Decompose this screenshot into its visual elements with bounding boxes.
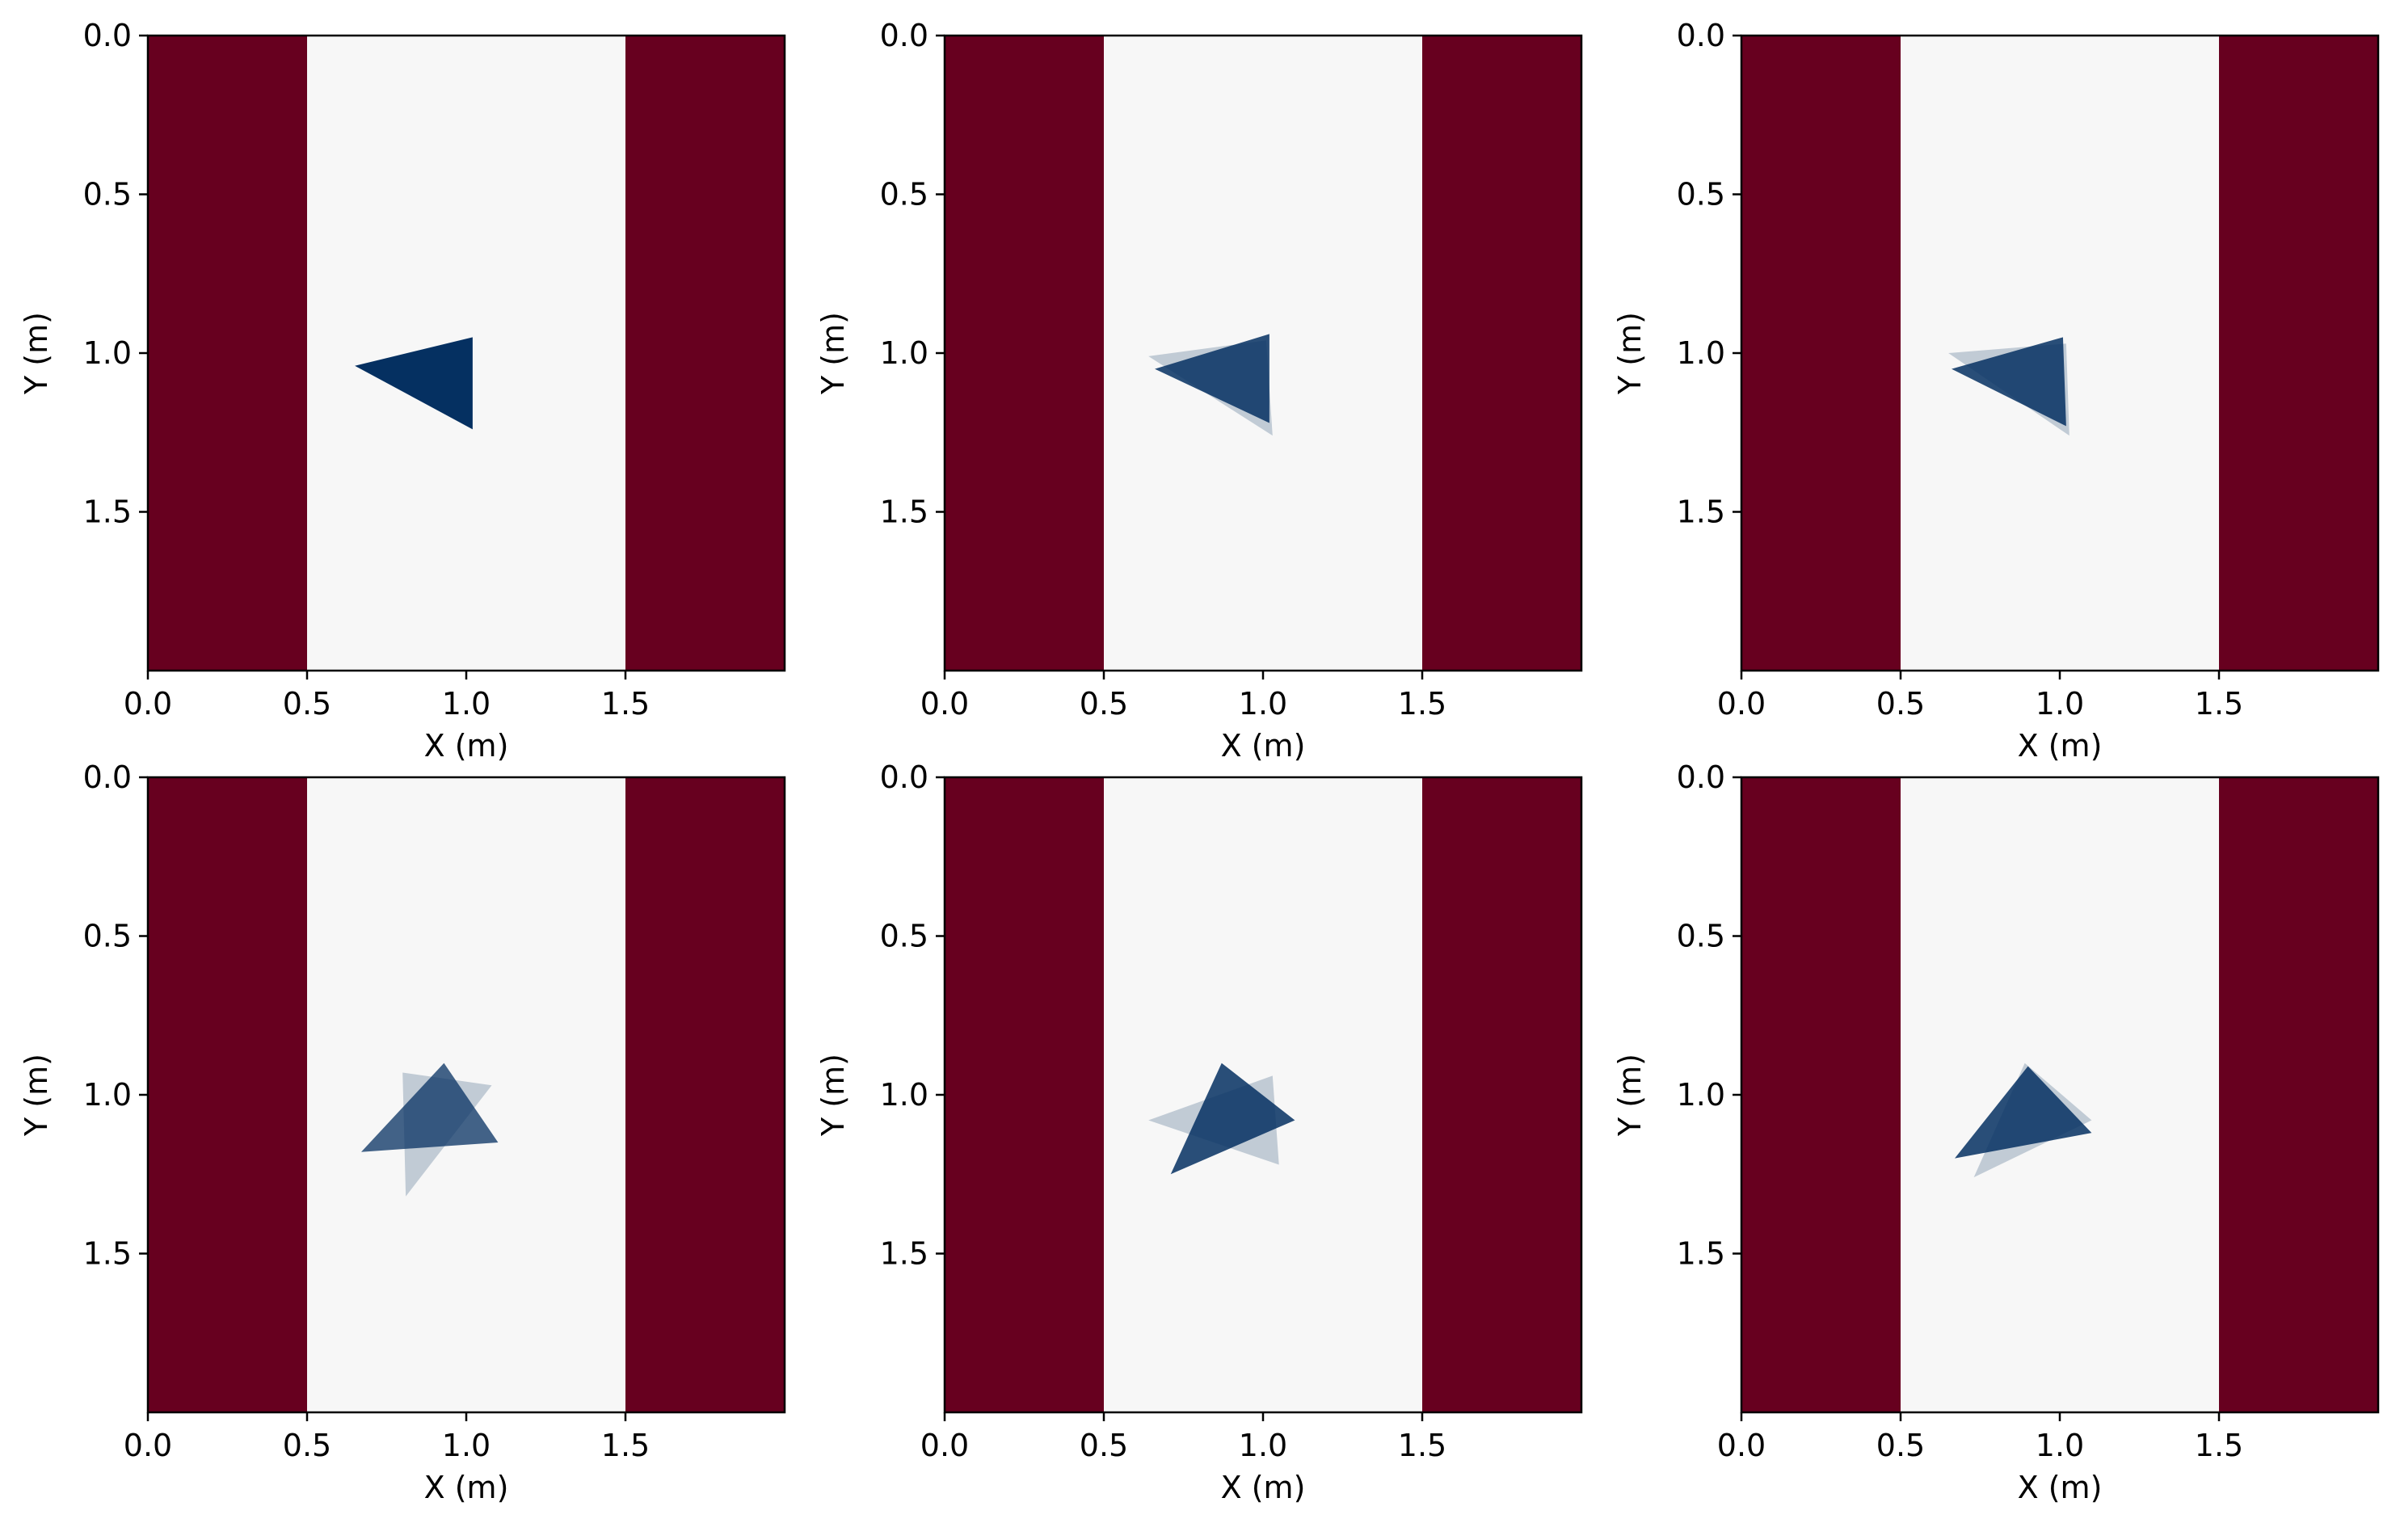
y-tick-label: 0.5 [880, 919, 928, 954]
region-floor [1104, 777, 1422, 1412]
x-axis-label: X (m) [2018, 1470, 2103, 1505]
y-tick-label: 0.0 [880, 759, 928, 795]
subplot-2: 0.0 0.5 1.0 1.5 0.0 0.5 1.0 1.5 X (m) Y (m) [815, 18, 1583, 764]
x-axis-label: X (m) [424, 1470, 509, 1505]
y-tick-label: 1.5 [880, 494, 928, 530]
y-tick-label: 1.0 [880, 335, 928, 371]
x-tick-label: 0.0 [920, 686, 969, 722]
region-wall [2219, 36, 2378, 671]
region-floor [307, 777, 625, 1412]
x-tick-label: 1.0 [1239, 686, 1287, 722]
x-tick-label: 0.5 [1080, 686, 1128, 722]
plot-area [148, 36, 785, 671]
x-axis-label: X (m) [1221, 1470, 1306, 1505]
plot-area [148, 777, 785, 1412]
y-tick-label: 1.0 [83, 1077, 132, 1113]
region-wall [625, 36, 785, 671]
plot-area [945, 777, 1581, 1412]
object-shape-1 [355, 337, 473, 430]
x-tick-label: 1.5 [601, 1428, 650, 1463]
y-tick-label: 0.0 [83, 18, 132, 53]
y-tick-label: 1.0 [880, 1077, 928, 1113]
x-axis-label: X (m) [1221, 728, 1306, 764]
y-tick-label: 0.0 [1677, 759, 1725, 795]
object-shape-2 [1954, 1066, 2092, 1159]
region-wall [1422, 36, 1581, 671]
object-shape-2 [1952, 337, 2066, 427]
plot-area [1741, 36, 2378, 671]
x-tick-label: 1.0 [2036, 1428, 2084, 1463]
y-tick-label: 1.0 [1677, 1077, 1725, 1113]
y-tick-label: 0.0 [1677, 18, 1725, 53]
region-wall [945, 36, 1104, 671]
y-axis-label: Y (m) [19, 312, 54, 395]
y-tick-label: 0.5 [83, 919, 132, 954]
y-axis-label: Y (m) [815, 1054, 851, 1137]
y-axis-label: Y (m) [815, 312, 851, 395]
x-tick-label: 0.0 [124, 1428, 172, 1463]
y-tick-label: 0.5 [83, 177, 132, 212]
x-tick-label: 1.0 [2036, 686, 2084, 722]
y-tick-label: 0.0 [880, 18, 928, 53]
y-axis-label: Y (m) [19, 1054, 54, 1137]
x-tick-label: 1.0 [442, 686, 491, 722]
y-tick-label: 1.5 [1677, 494, 1725, 530]
y-tick-label: 1.5 [880, 1236, 928, 1272]
x-axis-label: X (m) [424, 728, 509, 764]
region-wall [625, 777, 785, 1412]
x-axis-label: X (m) [2018, 728, 2103, 764]
y-tick-label: 0.0 [83, 759, 132, 795]
object-shape-2 [360, 1062, 499, 1152]
x-tick-label: 1.5 [2195, 1428, 2243, 1463]
plot-area [1741, 777, 2378, 1412]
x-tick-label: 1.5 [601, 686, 650, 722]
subplot-1: 0.0 0.5 1.0 1.5 0.0 0.5 1.0 1.5 X (m) Y (m) [19, 18, 786, 764]
y-tick-label: 1.0 [83, 335, 132, 371]
region-wall [945, 777, 1104, 1412]
region-wall [148, 36, 307, 671]
x-tick-label: 0.5 [1876, 686, 1925, 722]
y-axis-label: Y (m) [1612, 312, 1648, 395]
plot-area [945, 36, 1581, 671]
x-tick-label: 1.0 [442, 1428, 491, 1463]
region-wall [1422, 777, 1581, 1412]
y-tick-label: 0.5 [1677, 177, 1725, 212]
x-tick-label: 0.0 [1717, 1428, 1766, 1463]
region-wall [148, 777, 307, 1412]
subplot-6: 0.0 0.5 1.0 1.5 0.0 0.5 1.0 1.5 X (m) Y (m) [1612, 759, 2380, 1505]
region-wall [2219, 777, 2378, 1412]
x-tick-label: 1.0 [1239, 1428, 1287, 1463]
y-tick-label: 1.0 [1677, 335, 1725, 371]
y-tick-label: 1.5 [83, 1236, 132, 1272]
y-tick-label: 1.5 [83, 494, 132, 530]
x-tick-label: 1.5 [1398, 1428, 1446, 1463]
subplot-5: 0.0 0.5 1.0 1.5 0.0 0.5 1.0 1.5 X (m) Y (m) [815, 759, 1583, 1505]
region-wall [1741, 777, 1901, 1412]
object-shape-2 [1170, 1062, 1295, 1175]
x-tick-label: 0.5 [283, 1428, 331, 1463]
y-tick-label: 0.5 [1677, 919, 1725, 954]
y-tick-label: 0.5 [880, 177, 928, 212]
y-tick-label: 1.5 [1677, 1236, 1725, 1272]
region-wall [1741, 36, 1901, 671]
subplot-3: 0.0 0.5 1.0 1.5 0.0 0.5 1.0 1.5 X (m) Y (m) [1612, 18, 2380, 764]
x-tick-label: 0.5 [1876, 1428, 1925, 1463]
x-tick-label: 0.5 [1080, 1428, 1128, 1463]
x-tick-label: 0.0 [920, 1428, 969, 1463]
x-tick-label: 1.5 [1398, 686, 1446, 722]
region-floor [1901, 777, 2219, 1412]
subplot-4: 0.0 0.5 1.0 1.5 0.0 0.5 1.0 1.5 X (m) Y (m) [19, 759, 786, 1505]
object-shape-2 [1155, 334, 1269, 423]
x-tick-label: 0.0 [1717, 686, 1766, 722]
x-tick-label: 1.5 [2195, 686, 2243, 722]
x-tick-label: 0.5 [283, 686, 331, 722]
x-tick-label: 0.0 [124, 686, 172, 722]
y-axis-label: Y (m) [1612, 1054, 1648, 1137]
